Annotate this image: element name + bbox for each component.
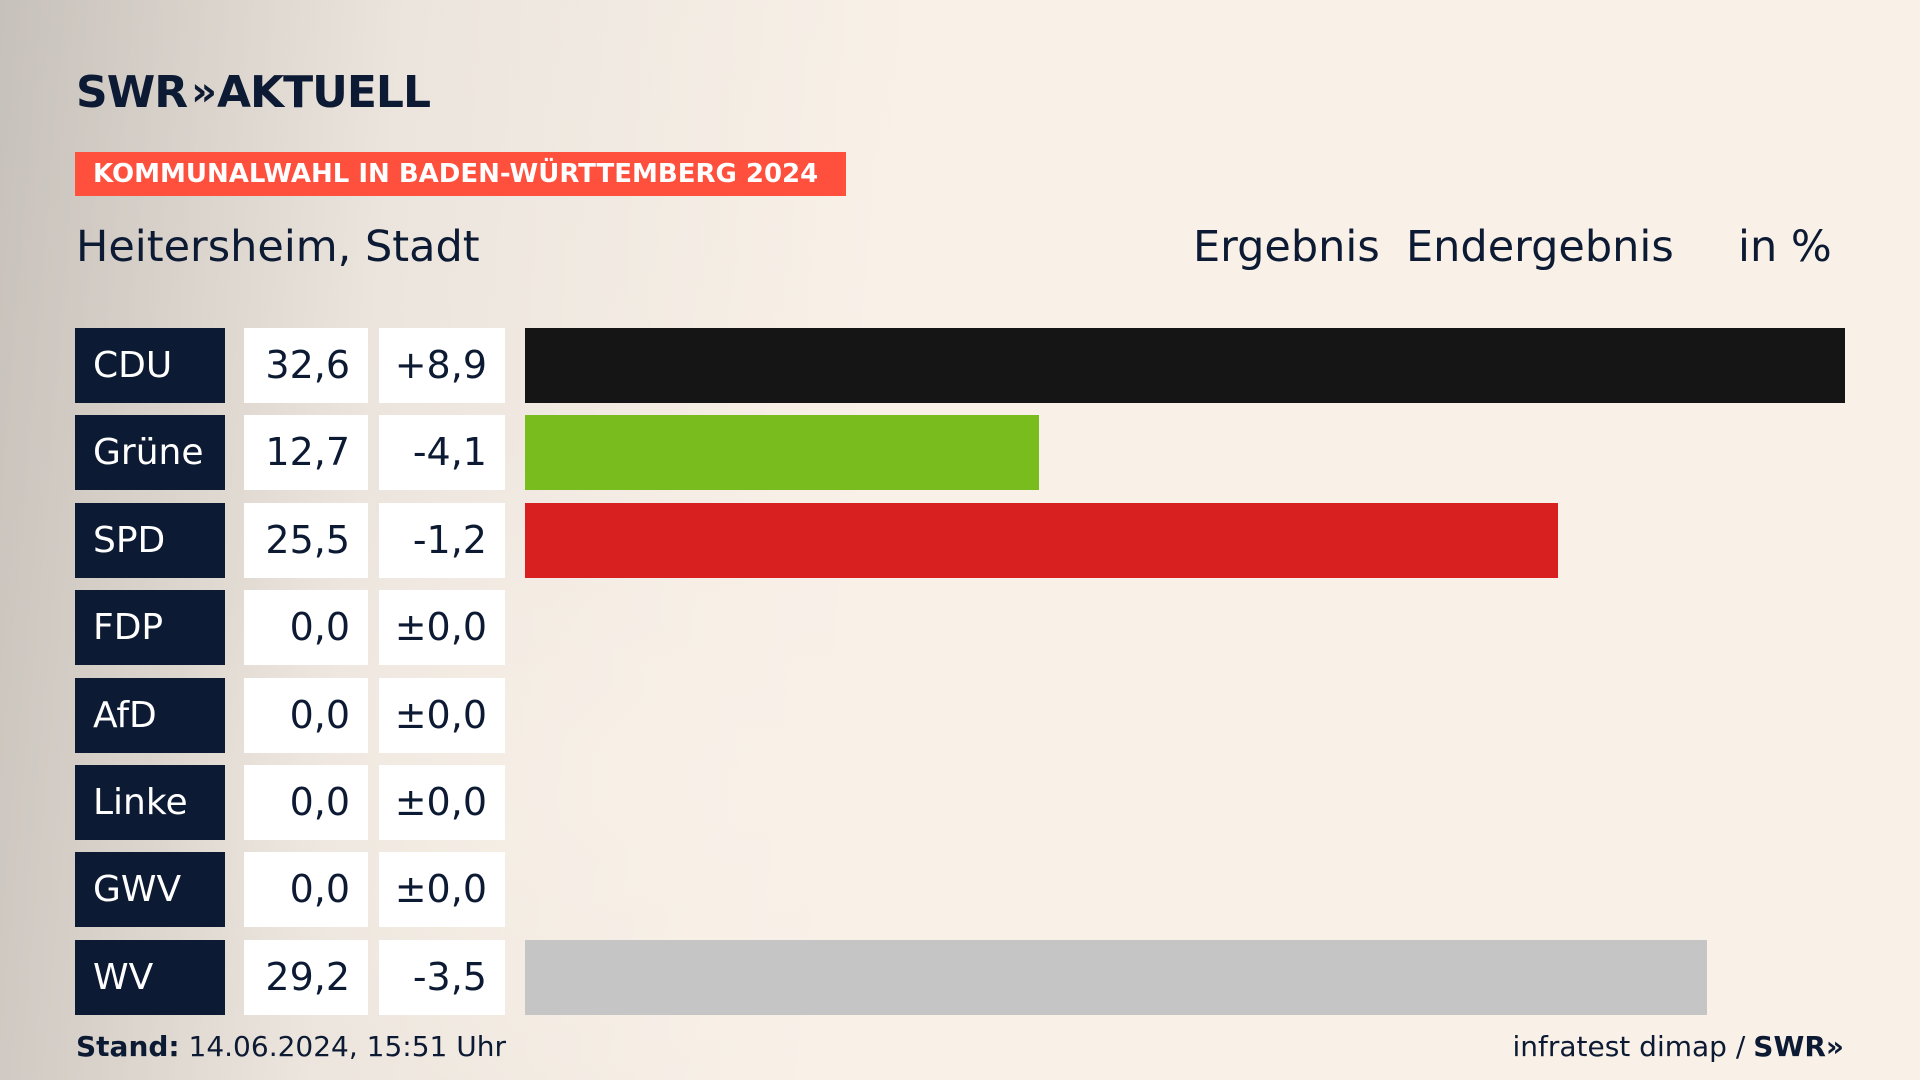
swr-aktuell-logo: SWR » AKTUELL bbox=[76, 66, 431, 118]
vote-share-label: 29,2 bbox=[244, 939, 368, 1015]
chart-row: Grüne 12,7 -4,1 bbox=[0, 415, 1920, 491]
change-label: -1,2 bbox=[379, 502, 505, 578]
vote-share-label: 32,6 bbox=[244, 328, 368, 403]
header-unit: in % bbox=[1738, 222, 1832, 272]
change-label: -4,1 bbox=[379, 415, 505, 491]
result-bar bbox=[525, 328, 1845, 403]
logo-chevron-icon: » bbox=[191, 69, 217, 115]
party-label: AfD bbox=[75, 677, 225, 753]
party-label: CDU bbox=[75, 328, 225, 403]
timestamp: Stand: 14.06.2024, 15:51 Uhr bbox=[76, 1030, 506, 1063]
chart-row: WV 29,2 -3,5 bbox=[0, 939, 1920, 1015]
chart-row: FDP 0,0 ±0,0 bbox=[0, 590, 1920, 666]
party-label: WV bbox=[75, 939, 225, 1015]
logo-swr-text: SWR bbox=[76, 66, 188, 118]
source-text: infratest dimap / bbox=[1512, 1030, 1746, 1063]
timestamp-label: Stand: bbox=[76, 1030, 180, 1063]
logo-product-text: AKTUELL bbox=[216, 66, 431, 118]
chart-row: CDU 32,6 +8,9 bbox=[0, 328, 1920, 403]
vote-share-label: 12,7 bbox=[244, 415, 368, 491]
place-title: Heitersheim, Stadt bbox=[76, 222, 480, 272]
result-bar bbox=[525, 415, 1040, 491]
chart-row: SPD 25,5 -1,2 bbox=[0, 502, 1920, 578]
change-label: ±0,0 bbox=[379, 677, 505, 753]
change-label: -3,5 bbox=[379, 939, 505, 1015]
vote-share-label: 25,5 bbox=[244, 502, 368, 578]
change-label: ±0,0 bbox=[379, 590, 505, 666]
party-label: Grüne bbox=[75, 415, 225, 491]
source-brand-text: SWR bbox=[1753, 1030, 1826, 1063]
vote-share-label: 0,0 bbox=[244, 852, 368, 928]
timestamp-value: 14.06.2024, 15:51 Uhr bbox=[188, 1030, 506, 1063]
header-ergebnis: Ergebnis bbox=[1193, 222, 1380, 272]
vote-share-label: 0,0 bbox=[244, 765, 368, 840]
chart-row: AfD 0,0 ±0,0 bbox=[0, 677, 1920, 753]
result-bar bbox=[525, 939, 1708, 1015]
source-chevron-icon: » bbox=[1825, 1030, 1844, 1063]
party-label: FDP bbox=[75, 590, 225, 666]
source-credit: infratest dimap / SWR» bbox=[1512, 1030, 1844, 1063]
vote-share-label: 0,0 bbox=[244, 590, 368, 666]
party-label: GWV bbox=[75, 852, 225, 928]
change-label: ±0,0 bbox=[379, 765, 505, 840]
party-label: Linke bbox=[75, 765, 225, 840]
chart-row: GWV 0,0 ±0,0 bbox=[0, 852, 1920, 928]
change-label: ±0,0 bbox=[379, 852, 505, 928]
chart-row: Linke 0,0 ±0,0 bbox=[0, 765, 1920, 840]
result-bar bbox=[525, 502, 1558, 578]
party-label: SPD bbox=[75, 502, 225, 578]
header-status: Endergebnis bbox=[1406, 222, 1674, 272]
source-brand: SWR» bbox=[1753, 1030, 1844, 1063]
vote-share-label: 0,0 bbox=[244, 677, 368, 753]
election-banner: KOMMUNALWAHL IN BADEN-WÜRTTEMBERG 2024 bbox=[75, 152, 846, 196]
change-label: +8,9 bbox=[379, 328, 505, 403]
